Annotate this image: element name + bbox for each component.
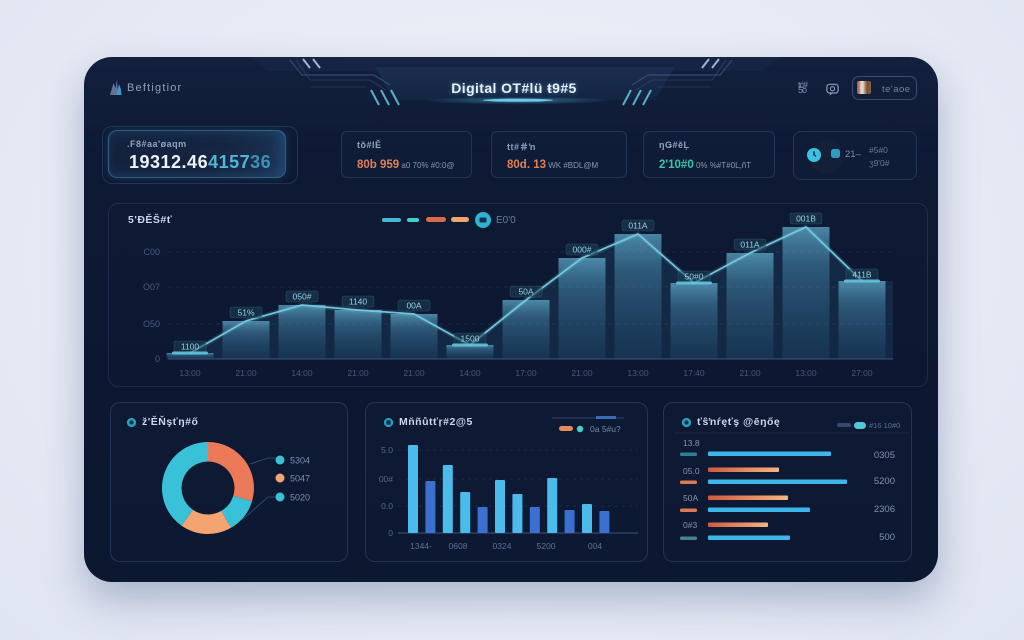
svg-text:050#: 050# <box>293 292 312 302</box>
svg-text:2306: 2306 <box>874 504 895 515</box>
svg-text:1500: 1500 <box>461 334 480 344</box>
svg-text:0305: 0305 <box>874 450 895 461</box>
svg-text:411B: 411B <box>852 270 872 280</box>
svg-text:0: 0 <box>388 528 393 538</box>
svg-text:5020: 5020 <box>290 493 310 503</box>
svg-text:21:00: 21:00 <box>403 368 425 378</box>
svg-text:0#3: 0#3 <box>683 520 697 530</box>
svg-text:5200: 5200 <box>874 476 895 487</box>
svg-text:14:00: 14:00 <box>459 368 481 378</box>
svg-text:21:00: 21:00 <box>739 368 761 378</box>
svg-text:14:00: 14:00 <box>291 368 313 378</box>
svg-text:011A: 011A <box>628 221 648 231</box>
svg-text:5.0: 5.0 <box>381 445 393 455</box>
svg-text:17:40: 17:40 <box>683 368 705 378</box>
svg-text:50#0: 50#0 <box>685 272 704 282</box>
svg-text:004: 004 <box>588 541 602 551</box>
svg-text:0: 0 <box>155 354 160 364</box>
svg-text:011A: 011A <box>740 240 760 250</box>
svg-text:#16 10#0: #16 10#0 <box>869 421 900 430</box>
svg-text:C00: C00 <box>143 247 160 257</box>
svg-text:0.0: 0.0 <box>381 501 393 511</box>
svg-text:5047: 5047 <box>290 474 310 484</box>
svg-text:1100: 1100 <box>181 342 200 352</box>
svg-text:13:00: 13:00 <box>795 368 817 378</box>
svg-text:21:00: 21:00 <box>571 368 593 378</box>
svg-text:51%: 51% <box>237 308 254 318</box>
svg-text:O50: O50 <box>143 319 160 329</box>
svg-text:1344-: 1344- <box>410 541 432 551</box>
svg-text:000#: 000# <box>573 245 592 255</box>
svg-text:00#: 00# <box>379 474 393 484</box>
svg-text:17:00: 17:00 <box>515 368 537 378</box>
svg-text:1140: 1140 <box>349 297 368 307</box>
svg-text:O07: O07 <box>143 282 160 292</box>
svg-text:13:00: 13:00 <box>179 368 201 378</box>
svg-text:50A: 50A <box>518 287 533 297</box>
svg-text:0608: 0608 <box>449 541 468 551</box>
svg-text:0324: 0324 <box>493 541 512 551</box>
svg-text:E0'0: E0'0 <box>496 215 516 226</box>
svg-text:05.0: 05.0 <box>683 466 700 476</box>
svg-text:001B: 001B <box>796 214 816 224</box>
svg-text:21:00: 21:00 <box>235 368 257 378</box>
svg-text:0a 5#u?: 0a 5#u? <box>590 424 621 434</box>
svg-text:5304: 5304 <box>290 456 310 466</box>
svg-text:13.8: 13.8 <box>683 438 700 448</box>
svg-text:21:00: 21:00 <box>347 368 369 378</box>
svg-text:50A: 50A <box>683 493 698 503</box>
svg-text:5200: 5200 <box>537 541 556 551</box>
svg-text:27:00: 27:00 <box>851 368 873 378</box>
svg-text:13:00: 13:00 <box>627 368 649 378</box>
svg-text:00A: 00A <box>406 301 421 311</box>
svg-text:500: 500 <box>879 532 895 543</box>
